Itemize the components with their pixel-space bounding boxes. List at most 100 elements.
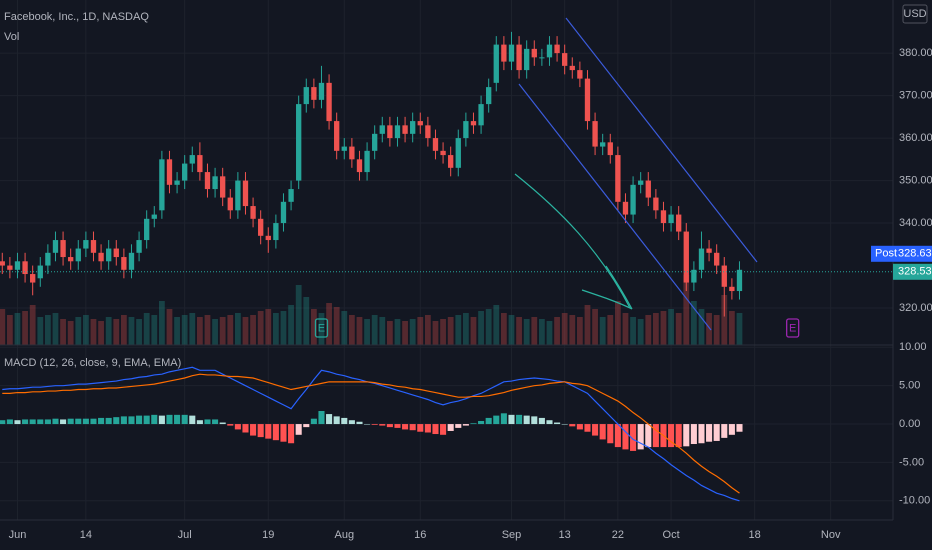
volume-bar <box>348 315 355 345</box>
volume-bar <box>143 313 150 345</box>
last-price-label: 328.53 <box>898 266 932 278</box>
grid <box>0 0 893 520</box>
candle-body <box>159 159 165 211</box>
volume-bar <box>151 315 158 345</box>
candle-body <box>706 248 712 253</box>
candle-body <box>463 121 469 139</box>
candle-body <box>410 121 416 134</box>
volume-bar <box>204 315 211 345</box>
volume-bar <box>614 301 621 345</box>
histogram-bar <box>508 414 515 425</box>
candle-body <box>60 240 66 258</box>
volume-bar <box>386 321 393 345</box>
volume-bar <box>67 321 74 345</box>
histogram-bar <box>44 419 51 425</box>
candle-body <box>653 197 659 211</box>
histogram-bar <box>303 424 310 428</box>
volume-bar <box>288 305 294 345</box>
earnings-marker[interactable] <box>786 318 800 338</box>
histogram-bar <box>288 424 295 444</box>
candle-body <box>394 125 401 139</box>
post-box <box>871 245 932 262</box>
histogram-bar <box>523 415 530 425</box>
histogram-bar <box>402 424 409 430</box>
channel-line <box>518 83 712 331</box>
histogram-bar <box>546 420 553 425</box>
histogram-bar <box>37 419 44 425</box>
candle-body <box>45 252 51 266</box>
post-price: 328.63 <box>898 248 932 260</box>
candle-body <box>615 155 621 202</box>
volume-bar <box>280 311 287 345</box>
volume-bar <box>546 321 553 345</box>
histogram-bar <box>538 417 545 425</box>
volume-bar <box>22 311 28 345</box>
volume-bar <box>660 311 667 345</box>
volume-bar <box>713 315 720 345</box>
candle-body <box>250 206 256 219</box>
candle-body <box>592 121 598 147</box>
candle-body <box>676 214 682 232</box>
histogram-bar <box>341 417 348 425</box>
histogram-bar <box>364 424 371 425</box>
volume-bar <box>462 313 469 345</box>
volume-bar <box>310 309 317 345</box>
histogram-bar <box>645 424 652 448</box>
volume-bar <box>326 303 332 345</box>
histogram-bar <box>136 415 143 425</box>
candle-body <box>144 218 150 241</box>
currency-box[interactable] <box>902 4 928 24</box>
volume-bar <box>728 311 735 345</box>
x-tick-label: Aug <box>334 529 354 541</box>
y-tick-label: -5.00 <box>899 456 924 468</box>
histogram-bar <box>326 414 333 425</box>
volume-bar <box>432 321 439 345</box>
volume-bar <box>668 309 674 345</box>
volume-bar <box>706 313 712 345</box>
volume-bar <box>607 315 614 345</box>
earnings-marker[interactable] <box>314 318 329 338</box>
candle-body <box>379 125 385 134</box>
histogram-bar <box>158 415 165 425</box>
currency: USD <box>903 8 926 20</box>
volume-bar <box>440 319 446 345</box>
histogram-bar <box>668 424 675 448</box>
candle-body <box>106 248 112 262</box>
histogram-bar <box>310 418 317 425</box>
volume-bar <box>561 313 568 345</box>
candle-body <box>98 252 104 262</box>
candle-body <box>577 70 583 79</box>
volume-bar <box>630 317 636 345</box>
candle-body <box>622 201 629 215</box>
candle-body <box>501 44 507 62</box>
volume-bar <box>493 305 500 345</box>
histogram-bar <box>462 424 469 426</box>
histogram-bar <box>630 424 637 451</box>
x-tick-label: 16 <box>414 529 426 541</box>
histogram-bar <box>22 419 29 425</box>
volume-bar <box>470 317 477 345</box>
histogram-bar <box>409 424 416 431</box>
candle-body <box>128 252 135 270</box>
candle-body <box>387 125 393 139</box>
candle-body <box>683 231 689 283</box>
candle-body <box>356 159 363 173</box>
volume-bar <box>371 315 378 345</box>
y-tick-label: 340.00 <box>899 217 932 229</box>
candle-body <box>30 274 36 283</box>
x-tick-label: Jun <box>9 529 27 541</box>
candle-body <box>265 235 271 241</box>
y-tick-label: 380.00 <box>899 47 932 59</box>
candle-body <box>220 176 226 198</box>
volume-bar <box>622 313 629 345</box>
candle-body <box>182 163 188 181</box>
histogram-bar <box>181 414 188 425</box>
candle-body <box>121 257 127 270</box>
arrow-line <box>514 173 631 309</box>
candle-body <box>448 155 454 168</box>
volume-bar <box>98 321 104 345</box>
volume-bar <box>44 315 51 345</box>
volume-bar <box>683 275 690 345</box>
